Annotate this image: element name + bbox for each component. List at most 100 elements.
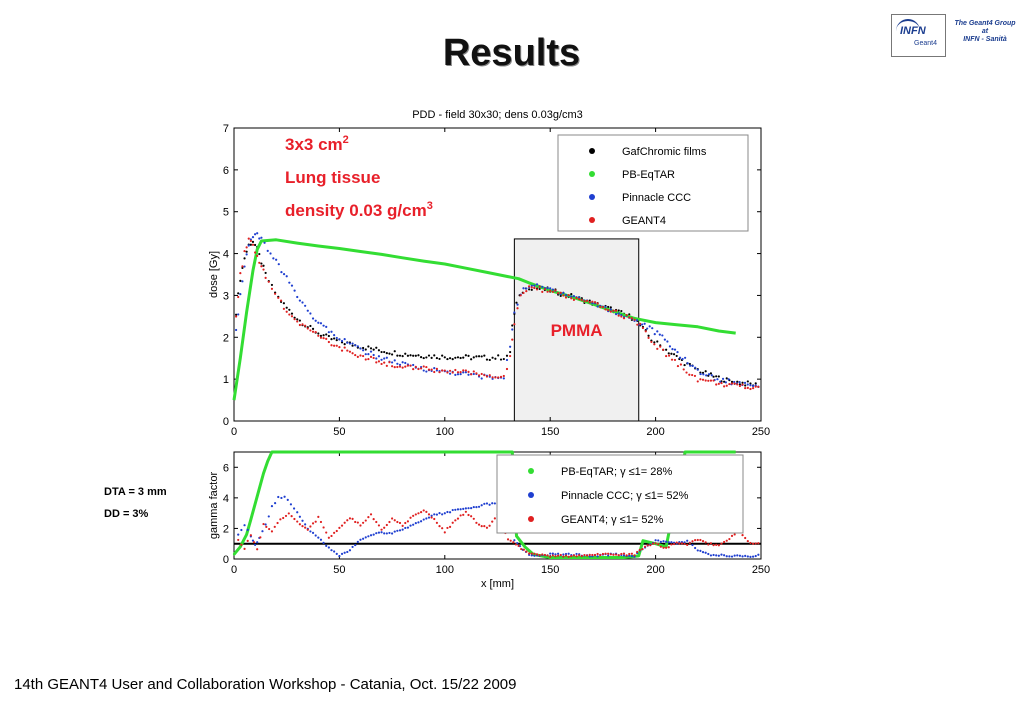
- series-point: [433, 367, 436, 370]
- series-point: [406, 354, 410, 357]
- series-point: [709, 372, 713, 375]
- series-point: [377, 349, 381, 352]
- series-point: [614, 553, 618, 556]
- series-point: [424, 450, 427, 454]
- series-point: [462, 356, 465, 359]
- series-point: [668, 345, 672, 348]
- series-point: [567, 552, 570, 555]
- series-point: [530, 286, 533, 289]
- series-point: [596, 302, 599, 305]
- series-point: [362, 346, 365, 350]
- series-point: [243, 265, 246, 268]
- series-point: [543, 553, 547, 557]
- series-point: [256, 548, 259, 551]
- series-point: [419, 520, 423, 523]
- series-point: [571, 556, 574, 559]
- y-tick-label: 4: [223, 249, 229, 261]
- series-point: [409, 524, 412, 527]
- series-point: [691, 543, 694, 547]
- series-point: [757, 385, 760, 388]
- series-point: [340, 349, 344, 352]
- series-point: [319, 538, 323, 541]
- series-point: [593, 553, 597, 557]
- series-point: [404, 361, 407, 365]
- series-point: [275, 258, 278, 261]
- x-axis-label: x [mm]: [481, 578, 514, 590]
- series-point: [419, 356, 423, 359]
- series-point: [367, 345, 370, 348]
- series-point: [311, 317, 315, 320]
- series-point: [728, 555, 731, 558]
- series-point: [670, 352, 673, 355]
- x-tick-label: 150: [541, 564, 559, 576]
- series-point: [267, 280, 270, 283]
- series-point: [372, 353, 375, 357]
- series-point: [685, 371, 688, 374]
- series-point: [543, 288, 547, 291]
- series-point: [505, 358, 509, 362]
- series-point: [346, 349, 349, 352]
- series-point: [243, 524, 246, 527]
- series-point: [288, 313, 291, 316]
- series-point: [725, 539, 728, 542]
- series-point: [744, 384, 747, 387]
- series-point: [630, 554, 633, 558]
- series-point: [282, 302, 285, 305]
- series-point: [247, 525, 250, 529]
- series-point: [511, 328, 514, 331]
- x-tick-label: 250: [752, 426, 770, 438]
- series-point: [694, 539, 697, 542]
- series-point: [393, 530, 396, 533]
- series-point: [414, 354, 417, 357]
- series-point: [251, 510, 255, 513]
- series-point: [372, 533, 375, 536]
- series-point: [729, 450, 732, 454]
- series-point: [354, 543, 357, 547]
- x-tick-label: 100: [436, 426, 454, 438]
- series-point: [570, 292, 573, 296]
- series-point: [475, 355, 478, 358]
- series-point: [520, 547, 523, 551]
- series-point: [274, 292, 277, 295]
- series-point: [683, 542, 686, 546]
- series-point: [528, 285, 531, 288]
- series-point: [253, 251, 257, 254]
- series-point: [562, 553, 565, 556]
- series-point: [643, 322, 646, 325]
- series-point: [743, 381, 747, 384]
- series-point: [486, 450, 490, 454]
- series-point: [398, 365, 402, 368]
- x-tick-label: 200: [646, 426, 664, 438]
- series-point: [667, 354, 671, 357]
- series-point: [446, 510, 449, 514]
- series-point: [599, 556, 602, 559]
- series-point: [367, 450, 370, 454]
- series-point: [270, 530, 274, 533]
- series-point: [620, 552, 623, 556]
- legend-label: PB-EqTAR: [622, 169, 675, 181]
- series-point: [285, 306, 288, 309]
- series-point: [292, 507, 296, 510]
- series-point: [702, 450, 705, 454]
- series-point: [451, 508, 454, 512]
- series-point: [691, 540, 694, 543]
- y-tick-label: 2: [223, 332, 229, 344]
- series-point: [665, 546, 668, 549]
- x-tick-label: 100: [436, 564, 454, 576]
- series-point: [427, 368, 431, 371]
- series-point: [301, 450, 304, 454]
- series-point: [356, 355, 359, 358]
- series-point: [386, 450, 389, 454]
- series-point: [738, 554, 742, 557]
- series-point: [459, 514, 462, 517]
- series-point: [284, 450, 287, 454]
- series-point: [682, 368, 685, 371]
- series-point: [375, 361, 378, 364]
- series-point: [449, 450, 452, 454]
- series-point: [530, 284, 533, 287]
- series-point: [247, 237, 250, 240]
- series-point: [462, 513, 465, 516]
- series-point: [266, 460, 269, 463]
- series-point: [647, 336, 650, 339]
- series-point: [246, 528, 249, 531]
